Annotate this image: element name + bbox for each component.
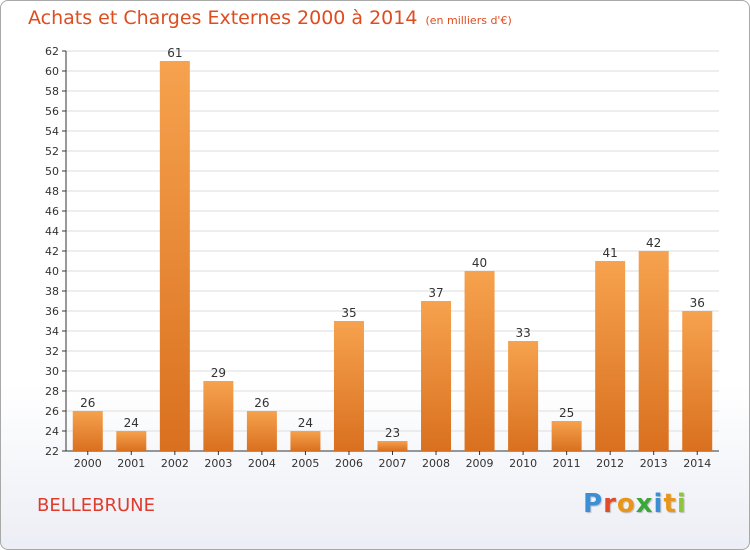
- x-tick-label: 2012: [596, 457, 624, 470]
- y-tick-label: 48: [45, 185, 59, 198]
- x-tick-label: 2007: [379, 457, 407, 470]
- x-tick-label: 2005: [291, 457, 319, 470]
- bar: [638, 251, 669, 451]
- y-tick-label: 32: [45, 345, 59, 358]
- y-tick-label: 60: [45, 65, 59, 78]
- bar: [333, 321, 364, 451]
- bar-chart: 22 24 26 28 30 32 34 36 38 40 42 44 46 48 50 52 54 56 58 60…: [45, 45, 719, 470]
- x-tick-label: 2010: [509, 457, 537, 470]
- x-tick-label: 2000: [74, 457, 102, 470]
- data-label: 35: [341, 306, 356, 320]
- y-tick-label: 40: [45, 265, 59, 278]
- y-tick-label: 44: [45, 225, 59, 238]
- data-label: 41: [603, 246, 618, 260]
- data-label: 33: [515, 326, 530, 340]
- bar: [116, 431, 147, 451]
- bar: [464, 271, 495, 451]
- logo-letter: P: [583, 489, 604, 519]
- chart-subtitle: (en milliers d'€): [425, 14, 512, 27]
- y-tick-label: 22: [45, 445, 59, 458]
- y-tick-label: 46: [45, 205, 59, 218]
- y-tick-label: 28: [45, 385, 59, 398]
- data-label: 26: [254, 396, 269, 410]
- logo-letter: i: [653, 489, 664, 519]
- data-label: 25: [559, 406, 574, 420]
- y-tick-label: 62: [45, 45, 59, 58]
- y-tick-label: 30: [45, 365, 59, 378]
- logo-letter: i: [676, 489, 687, 519]
- chart-title-block: Achats et Charges Externes 2000 à 2014 (e…: [28, 7, 512, 29]
- x-tick-label: 2011: [553, 457, 581, 470]
- y-tick-label: 24: [45, 425, 59, 438]
- data-label: 26: [80, 396, 95, 410]
- data-label: 23: [385, 426, 400, 440]
- x-tick-label: 2008: [422, 457, 450, 470]
- logo-letter: t: [663, 489, 677, 519]
- y-tick-label: 56: [45, 105, 59, 118]
- bar: [290, 431, 321, 451]
- bar: [682, 311, 713, 451]
- y-tick-label: 26: [45, 405, 59, 418]
- bar: [203, 381, 234, 451]
- x-tick-label: 2002: [161, 457, 189, 470]
- y-tick-label: 34: [45, 325, 59, 338]
- x-tick-label: 2004: [248, 457, 276, 470]
- bar: [508, 341, 539, 451]
- logo-letter: r: [603, 489, 617, 519]
- data-label: 24: [124, 416, 139, 430]
- data-label: 29: [211, 366, 226, 380]
- bar: [246, 411, 277, 451]
- bar: [377, 441, 408, 451]
- data-label: 61: [167, 46, 182, 60]
- x-tick-label: 2009: [466, 457, 494, 470]
- y-tick-label: 50: [45, 165, 59, 178]
- bar: [159, 61, 190, 451]
- data-label: 37: [428, 286, 443, 300]
- proxiti-logo: Proxiti: [583, 489, 687, 519]
- y-tick-label: 42: [45, 245, 59, 258]
- bar: [421, 301, 452, 451]
- bar: [72, 411, 103, 451]
- y-tick-label: 36: [45, 305, 59, 318]
- x-tick-label: 2014: [683, 457, 711, 470]
- logo-letter: o: [616, 489, 636, 519]
- data-label: 42: [646, 236, 661, 250]
- y-tick-label: 54: [45, 125, 59, 138]
- y-tick-label: 38: [45, 285, 59, 298]
- x-tick-label: 2001: [117, 457, 145, 470]
- data-label: 24: [298, 416, 313, 430]
- data-label: 40: [472, 256, 487, 270]
- chart-title: Achats et Charges Externes 2000 à 2014: [28, 7, 418, 29]
- logo-letter: x: [635, 489, 654, 519]
- x-tick-label: 2013: [640, 457, 668, 470]
- y-tick-label: 58: [45, 85, 59, 98]
- commune-name: BELLEBRUNE: [37, 495, 156, 516]
- bar: [595, 261, 626, 451]
- x-tick-label: 2006: [335, 457, 363, 470]
- y-tick-label: 52: [45, 145, 59, 158]
- data-label: 36: [690, 296, 705, 310]
- bar: [551, 421, 582, 451]
- x-tick-label: 2003: [204, 457, 232, 470]
